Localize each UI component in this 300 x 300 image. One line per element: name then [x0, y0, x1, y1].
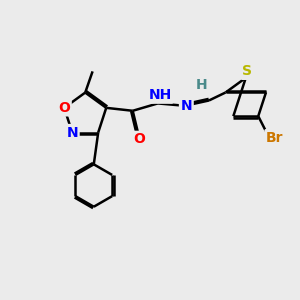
Text: N: N	[66, 125, 78, 140]
Text: Br: Br	[266, 131, 284, 145]
Text: H: H	[196, 78, 207, 92]
Text: NH: NH	[148, 88, 172, 102]
Text: N: N	[181, 99, 192, 113]
Text: O: O	[58, 101, 70, 115]
Text: O: O	[134, 132, 146, 146]
Text: S: S	[242, 64, 252, 78]
